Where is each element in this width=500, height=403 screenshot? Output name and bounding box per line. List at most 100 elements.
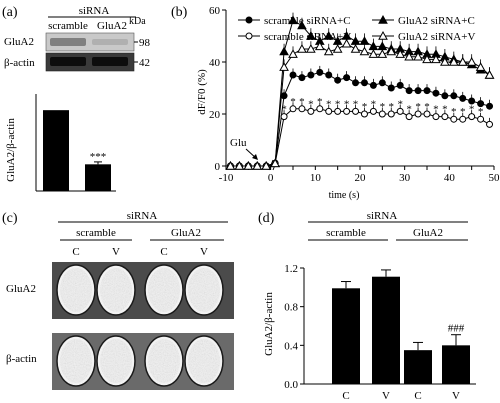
panel-b-point (343, 107, 351, 115)
panel-b-point (323, 30, 334, 40)
panel-b-point (441, 92, 449, 100)
panel-b-xtick-label: 0 (268, 172, 274, 184)
panel-b-asterisk: * (406, 104, 412, 116)
panel-b-point (378, 14, 388, 24)
panel-b-point (316, 68, 324, 76)
panel-c: (c) siRNA scramble GluA2 C V C V GluA2 β… (2, 210, 234, 390)
panel-b-asterisk: * (353, 98, 359, 110)
panel-b-asterisk: * (469, 104, 475, 116)
panel-b-point (288, 15, 298, 25)
panel-b-point (360, 110, 368, 118)
panel-c-well-signal (100, 339, 132, 383)
panel-d-xtick-label: C (342, 390, 349, 402)
panel-b-point (387, 84, 395, 92)
panel-d-label: (d) (258, 211, 275, 226)
panel-b-point (245, 16, 253, 24)
panel-b-asterisk: * (317, 96, 323, 108)
panel-b-point (368, 49, 379, 58)
panel-b-point (360, 79, 368, 87)
panel-b-point (405, 87, 413, 95)
panel-d-sirna-header: siRNA (367, 210, 398, 222)
panel-a-lane-glua2: GluA2 (97, 20, 127, 32)
panel-d-xtick-label: V (452, 390, 460, 402)
panel-b-point (352, 107, 360, 115)
panel-d: (d) siRNA scramble GluA2 GluA2/β-actin 0… (258, 210, 476, 402)
panel-c-group-glua2: GluA2 (171, 227, 201, 239)
panel-b-ytick-label: 0 (215, 161, 221, 173)
blot-band-scramble-actin (50, 57, 86, 66)
panel-d-ytick-label: 1.2 (284, 263, 298, 275)
panel-b: (b) dF/F0 (%) time (s) -10 0 10 20 30 40 50020… (171, 5, 500, 201)
panel-b-asterisk: * (397, 98, 403, 110)
panel-b-point (378, 79, 386, 87)
panel-b-asterisk: * (281, 104, 287, 116)
panel-b-point (270, 158, 280, 168)
blot-band-scramble-glua2 (50, 38, 86, 46)
panel-b-point (387, 110, 395, 118)
panel-c-well-signal (100, 268, 132, 312)
panel-b-point (252, 160, 263, 170)
panel-b-asterisk: * (478, 106, 484, 118)
panel-b-point (459, 94, 467, 102)
panel-b-point (396, 107, 404, 115)
panel-b-asterisk: * (308, 98, 314, 110)
panel-b-point (279, 62, 289, 71)
panel-a-bar-scramble (43, 110, 69, 191)
panel-d-significance: ### (448, 323, 465, 335)
panel-b-point (378, 110, 386, 118)
panel-a: (a) siRNA scramble GluA2 kDa GluA2 98 β-… (2, 5, 151, 192)
panel-b-point (423, 110, 431, 118)
panel-b-point (306, 30, 316, 40)
panel-d-xtick-label: C (414, 390, 421, 402)
panel-b-ytick-label: 60 (209, 5, 221, 17)
panel-b-point (450, 115, 458, 123)
panel-b-xtick-label: -10 (219, 172, 234, 184)
panel-d-xtick-label: V (382, 390, 390, 402)
panel-a-bars (43, 110, 111, 191)
panel-a-kda-98: 98 (139, 37, 151, 49)
panel-c-well-signal (60, 268, 92, 312)
panel-c-sirna-header: siRNA (127, 210, 158, 222)
panel-c-lane-3: C (160, 246, 167, 258)
panel-b-point (441, 113, 449, 121)
panel-b-asterisk: * (371, 98, 377, 110)
panel-a-row-actin: β-actin (4, 57, 35, 69)
panel-b-legend-entry: scramble siRNA+V (264, 31, 351, 43)
panel-b-asterisk: * (442, 104, 448, 116)
panel-b-asterisk: * (451, 106, 457, 118)
panel-b-asterisk: * (326, 98, 332, 110)
panel-b-point (468, 113, 476, 121)
panel-b-point (323, 46, 334, 56)
panel-b-legend-entry: GluA2 siRNA+V (398, 31, 475, 43)
panel-d-bar (442, 345, 470, 384)
panel-b-xtick-label: 10 (310, 172, 322, 184)
panel-b-point (298, 74, 306, 82)
blot-band-glua2-glua2 (92, 39, 128, 45)
panel-b-ylabel: dF/F0 (%) (196, 69, 208, 115)
panel-c-row-actin: β-actin (6, 353, 37, 365)
panel-b-point (486, 102, 494, 110)
blot-band-glua2-actin (92, 57, 128, 66)
panel-b-asterisk: * (389, 101, 395, 113)
panel-b-line-3 (230, 43, 490, 167)
panel-b-point (297, 20, 307, 30)
panel-b-asterisk: * (415, 101, 421, 113)
panel-b-point (457, 56, 468, 66)
panel-c-lane-2: V (112, 246, 120, 258)
panel-b-point (431, 54, 441, 64)
panel-b-point (475, 62, 486, 71)
panel-c-well-signal (148, 268, 180, 312)
panel-b-point (432, 89, 440, 97)
panel-a-ylabel: GluA2/β-actin (5, 118, 17, 182)
panel-b-point (386, 46, 397, 56)
panel-b-asterisk: * (344, 98, 350, 110)
panel-b-point (289, 71, 297, 79)
panel-b-point (395, 49, 406, 58)
panel-c-well-signal (188, 268, 220, 312)
panel-b-point (468, 97, 476, 105)
panel-c-row-glua2: GluA2 (6, 283, 36, 295)
panel-b-point (486, 120, 494, 128)
panel-a-kda-label: kDa (129, 16, 146, 27)
